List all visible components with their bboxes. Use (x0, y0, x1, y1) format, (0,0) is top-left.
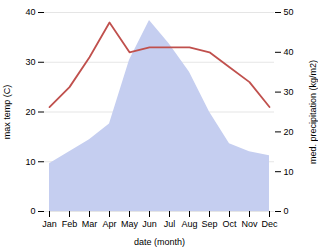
svg-text:Dec: Dec (261, 219, 278, 229)
svg-text:Aug: Aug (181, 219, 197, 229)
svg-text:0: 0 (30, 206, 35, 216)
svg-text:Sep: Sep (201, 219, 217, 229)
svg-text:10: 10 (284, 167, 294, 177)
svg-text:30: 30 (284, 87, 294, 97)
svg-text:20: 20 (25, 107, 35, 117)
svg-text:Apr: Apr (102, 219, 116, 229)
svg-text:Jul: Jul (164, 219, 176, 229)
svg-text:max temp (C): max temp (C) (2, 85, 12, 140)
svg-text:med. precipitation (kg/m2): med. precipitation (kg/m2) (308, 60, 318, 164)
svg-text:Oct: Oct (222, 219, 237, 229)
svg-text:20: 20 (284, 127, 294, 137)
svg-text:40: 40 (284, 47, 294, 57)
svg-text:40: 40 (25, 7, 35, 17)
svg-text:Nov: Nov (241, 219, 258, 229)
svg-text:Feb: Feb (62, 219, 78, 229)
svg-text:May: May (121, 219, 139, 229)
svg-text:Jan: Jan (42, 219, 57, 229)
svg-text:Mar: Mar (82, 219, 98, 229)
svg-text:Jun: Jun (142, 219, 157, 229)
svg-text:0: 0 (284, 206, 289, 216)
svg-text:10: 10 (25, 157, 35, 167)
svg-text:30: 30 (25, 57, 35, 67)
svg-text:date (month): date (month) (134, 237, 185, 247)
svg-text:50: 50 (284, 7, 294, 17)
